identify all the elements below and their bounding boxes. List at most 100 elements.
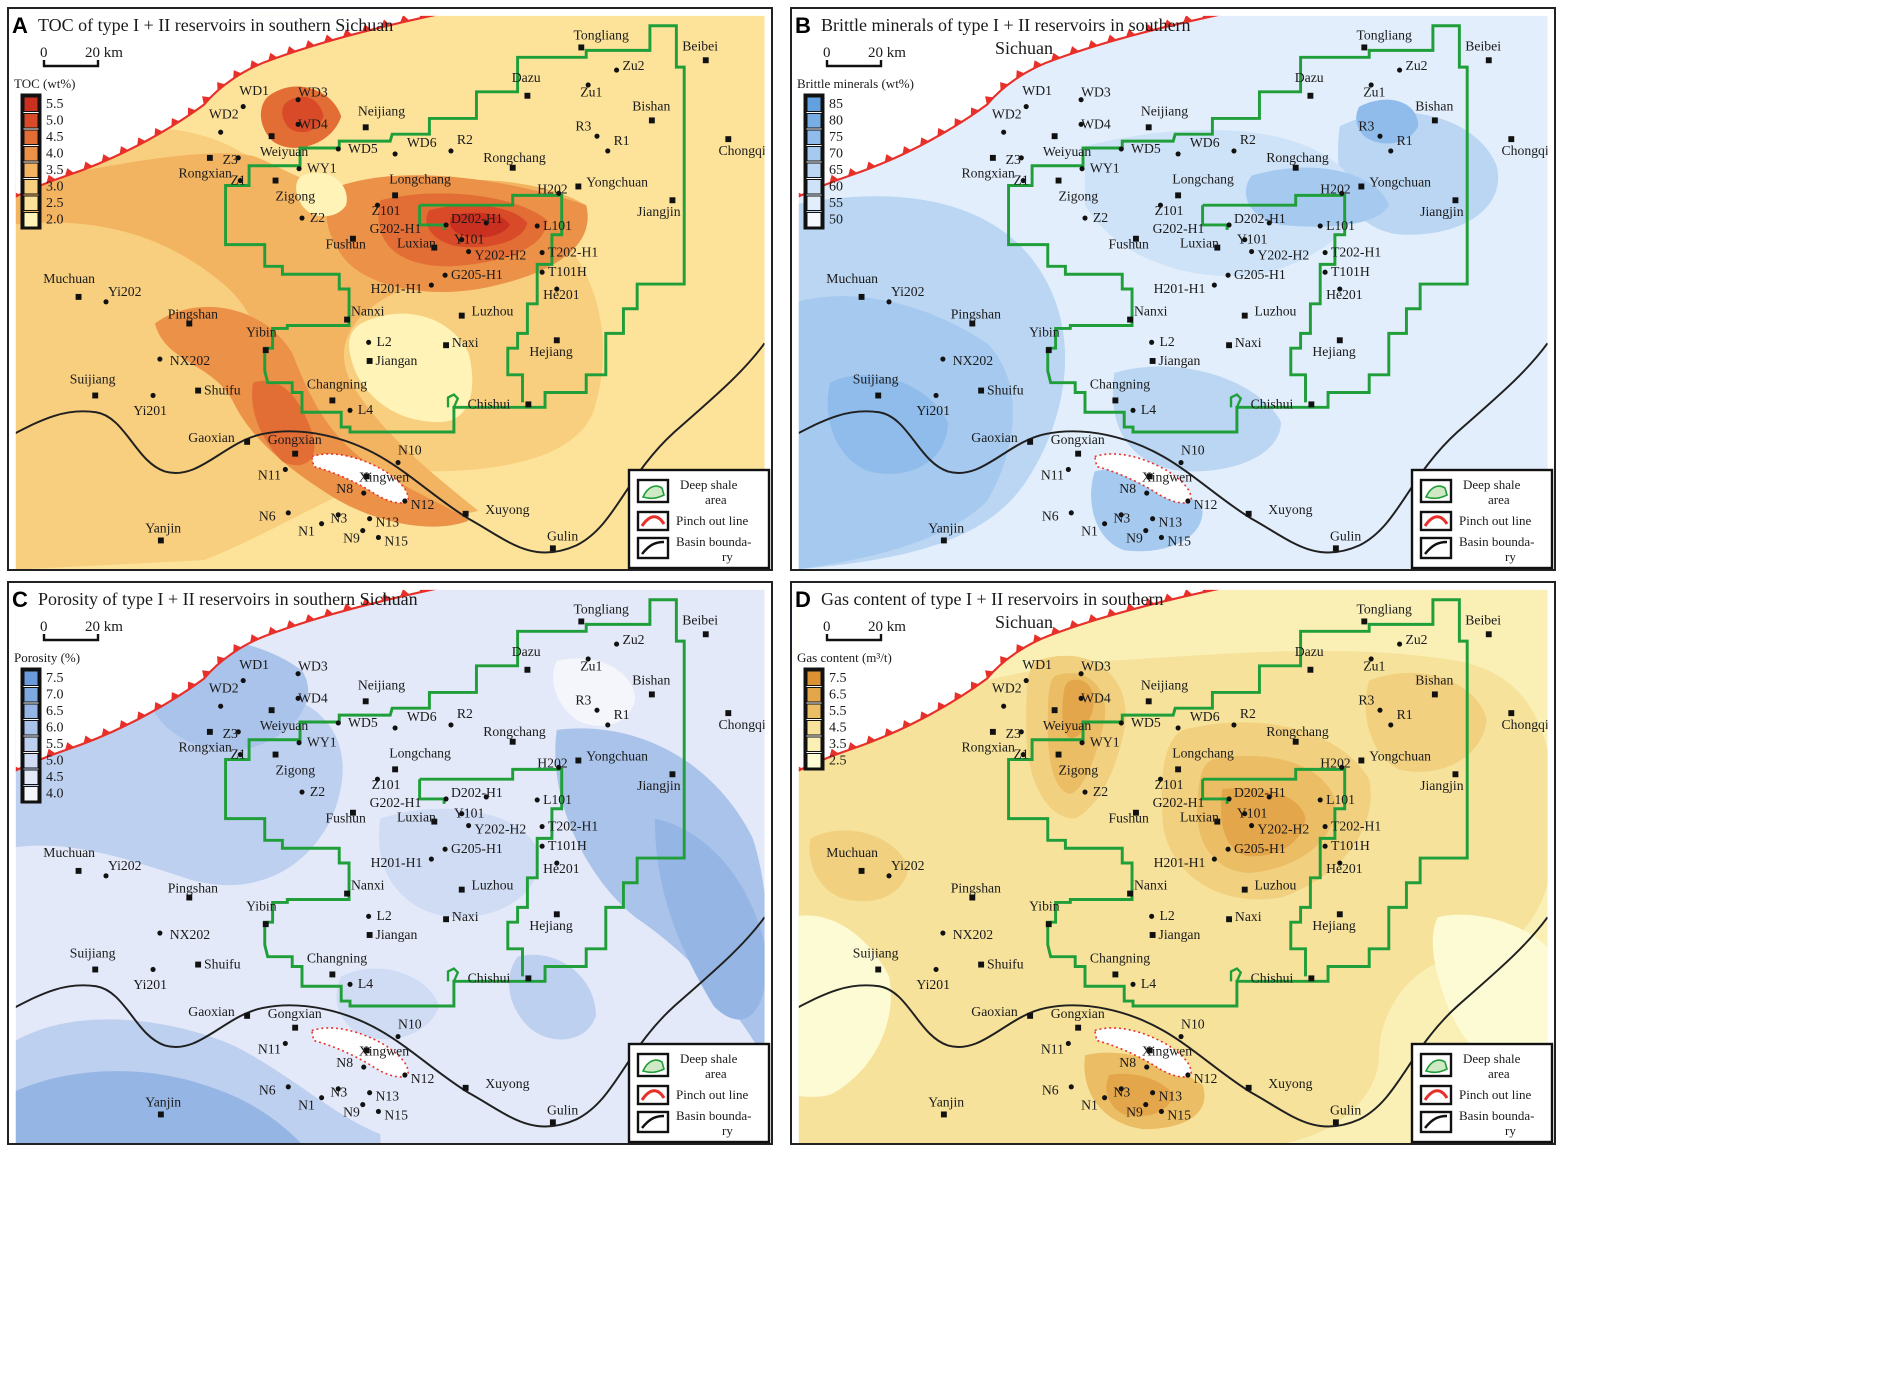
town-marker: Changning xyxy=(307,951,367,978)
town-marker: Weiyuan xyxy=(260,707,308,733)
town-label: Weiyuan xyxy=(1043,144,1092,159)
well-marker: Z2 xyxy=(299,210,325,225)
well-label: Z2 xyxy=(310,784,325,799)
well-marker: WY1 xyxy=(296,161,337,176)
well-marker: N6 xyxy=(1042,1083,1074,1098)
pinch-out-tooth xyxy=(15,766,20,771)
legend-title: Porosity (%) xyxy=(14,650,80,665)
well-label: N9 xyxy=(1126,530,1143,545)
well-label: N8 xyxy=(336,1055,353,1070)
well-marker: G205-H1 xyxy=(442,841,503,856)
town-marker: Rongchang xyxy=(483,150,546,171)
town-marker: Xingwen xyxy=(1142,1043,1192,1058)
well-marker: R2 xyxy=(448,706,473,728)
pinch-out-tooth xyxy=(1088,40,1098,49)
town-marker: Fushun xyxy=(1109,235,1149,252)
well-marker: H202 xyxy=(1320,181,1351,196)
basin-boundary xyxy=(798,342,1548,554)
town-marker: Jiangjin xyxy=(1420,771,1464,793)
well-marker: N8 xyxy=(1119,1055,1150,1070)
well-marker: Yi201 xyxy=(916,966,950,992)
legend-value: 50 xyxy=(829,213,843,228)
town-marker: Rongchang xyxy=(483,724,546,745)
town-marker: Bishan xyxy=(632,673,670,698)
well-marker: Yi201 xyxy=(133,392,167,418)
town-marker: Pingshan xyxy=(951,307,1001,327)
well-label: R2 xyxy=(457,132,473,147)
town-marker: Chongqing xyxy=(719,710,765,732)
deep-shale-hook xyxy=(1229,393,1243,408)
town-label: Gulin xyxy=(547,528,578,543)
deep-shale-icon xyxy=(1424,1059,1448,1074)
legend-swatch xyxy=(23,736,39,752)
town-label: Rongxian xyxy=(962,166,1015,181)
scale-km: 20 km xyxy=(85,619,123,635)
well-marker: WD3 xyxy=(1078,659,1111,677)
well-label: WD5 xyxy=(1131,141,1161,156)
pinch-out-tooth xyxy=(217,82,226,91)
legend-value: 85 xyxy=(829,97,843,112)
legend-swatch xyxy=(806,687,822,703)
legend-title: TOC (wt%) xyxy=(14,76,76,91)
town-label: Yongchuan xyxy=(586,748,648,763)
pinch-out-tooth xyxy=(119,146,129,155)
well-label: N13 xyxy=(376,1089,400,1104)
legend-swatch xyxy=(806,146,822,162)
well-marker: Z101 xyxy=(1155,202,1184,218)
town-label: Beibei xyxy=(1465,38,1501,53)
town-marker: Gulin xyxy=(547,528,578,552)
well-marker: NX202 xyxy=(940,927,993,942)
well-marker: N12 xyxy=(1185,1071,1218,1086)
well-label: Z3 xyxy=(223,726,238,741)
contour-zone xyxy=(1365,672,1487,772)
pinch-out-icon xyxy=(1423,515,1449,527)
pinch-out-tooth xyxy=(46,174,56,183)
panel-frame xyxy=(790,7,1556,571)
town-marker: Tongliang xyxy=(1356,28,1412,51)
well-marker: D202-H1 xyxy=(1234,211,1286,226)
pinch-out-tooth xyxy=(399,15,410,23)
legend-value: 5.5 xyxy=(829,704,847,719)
well-marker: Y101 xyxy=(1237,806,1268,821)
basin-boundary-icon xyxy=(1424,1114,1448,1129)
town-marker: Yongchuan xyxy=(575,174,648,189)
well-label: N3 xyxy=(1113,511,1130,526)
pinch-out-tooth xyxy=(902,146,912,155)
town-label: Naxi xyxy=(1235,335,1262,350)
town-label: Luzhou xyxy=(1255,304,1297,319)
well-label: N6 xyxy=(1042,1083,1059,1098)
well-marker: Y202-H2 xyxy=(466,247,526,262)
well-label: L4 xyxy=(1141,976,1156,991)
xingwen-pinch-out xyxy=(1093,453,1192,504)
pinch-out-tooth xyxy=(323,34,334,43)
town-label: Gulin xyxy=(547,1102,578,1117)
well-label: Yi202 xyxy=(891,284,925,299)
well-marker: He201 xyxy=(543,286,580,302)
basin-boundary-icon xyxy=(1424,540,1448,555)
legend-swatch xyxy=(806,113,822,129)
scale-zero: 0 xyxy=(40,45,48,61)
town-label: Gaoxian xyxy=(188,430,235,445)
pinch-out-tooth xyxy=(154,128,163,137)
well-marker: He201 xyxy=(1326,860,1363,876)
panel-frame xyxy=(790,581,1556,1145)
contour-zone xyxy=(654,818,765,1020)
well-label: G205-H1 xyxy=(1234,267,1286,282)
well-label: N13 xyxy=(376,515,400,530)
legend-deep-shale-2: area xyxy=(705,492,727,507)
town-label: Xingwen xyxy=(359,1043,409,1058)
scale-bar xyxy=(825,60,883,68)
town-label: Tongliang xyxy=(573,28,629,43)
well-marker: T101H xyxy=(539,838,587,853)
well-marker: Y202-H2 xyxy=(1249,821,1309,836)
well-label: L2 xyxy=(1159,334,1174,349)
town-marker: Yibin xyxy=(246,324,277,354)
well-marker: Y101 xyxy=(1237,232,1268,247)
well-marker: He201 xyxy=(1326,286,1363,302)
legend-swatch xyxy=(806,736,822,752)
town-marker: Pingshan xyxy=(951,881,1001,901)
panel-toc-map: Tongliang Beibei Dazu Bishan Chongqing Neijia… xyxy=(0,0,960,700)
town-marker: Zigong xyxy=(1055,751,1098,777)
town-marker: Muchuan xyxy=(43,271,95,300)
legend-deep-shale-2: area xyxy=(705,1066,727,1081)
